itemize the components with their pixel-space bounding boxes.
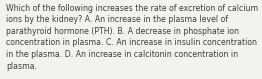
Text: plasma.: plasma. (6, 62, 37, 71)
Text: ions by the kidney? A. An increase in the plasma level of: ions by the kidney? A. An increase in th… (6, 15, 228, 24)
Text: parathyroid hormone (PTH). B. A decrease in phosphate ion: parathyroid hormone (PTH). B. A decrease… (6, 27, 239, 36)
Text: concentration in plasma. C. An increase in insulin concentration: concentration in plasma. C. An increase … (6, 38, 257, 47)
Text: in the plasma. D. An increase in calcitonin concentration in: in the plasma. D. An increase in calcito… (6, 50, 238, 59)
Text: Which of the following increases the rate of excretion of calcium: Which of the following increases the rat… (6, 4, 258, 13)
